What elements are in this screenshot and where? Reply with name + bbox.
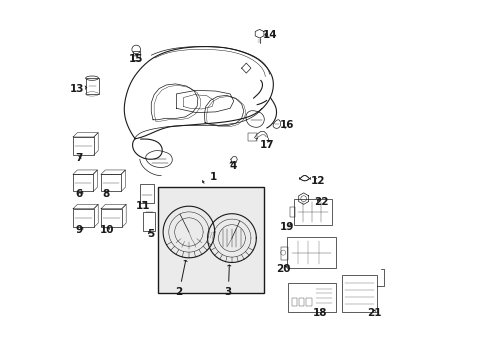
- Text: 2: 2: [175, 260, 187, 297]
- Text: 19: 19: [279, 222, 293, 231]
- Bar: [341, 275, 376, 312]
- Bar: [143, 212, 155, 231]
- Bar: [101, 174, 121, 192]
- Text: 11: 11: [136, 201, 150, 211]
- Text: 1: 1: [202, 172, 216, 183]
- Bar: [158, 187, 264, 293]
- Bar: [73, 174, 93, 192]
- Bar: [281, 247, 287, 260]
- Text: 14: 14: [263, 30, 277, 40]
- Bar: [289, 207, 294, 217]
- Text: 17: 17: [259, 140, 273, 150]
- Text: 6: 6: [75, 189, 82, 199]
- Text: 9: 9: [75, 225, 82, 235]
- Text: 4: 4: [229, 161, 236, 171]
- Text: 3: 3: [224, 265, 231, 297]
- Text: 10: 10: [100, 225, 115, 235]
- Bar: [298, 298, 304, 306]
- Bar: [140, 184, 154, 203]
- Text: 21: 21: [366, 309, 381, 318]
- Bar: [73, 209, 94, 227]
- Bar: [287, 283, 335, 312]
- Bar: [73, 137, 94, 155]
- Text: 13: 13: [69, 84, 86, 94]
- Bar: [286, 237, 336, 268]
- Bar: [132, 51, 140, 59]
- Text: 22: 22: [314, 197, 328, 207]
- Bar: [293, 199, 331, 225]
- Text: 12: 12: [310, 176, 325, 186]
- Text: 16: 16: [279, 121, 293, 130]
- Text: 8: 8: [102, 189, 110, 199]
- Text: 15: 15: [129, 54, 143, 64]
- Bar: [247, 134, 257, 141]
- Text: 5: 5: [146, 229, 154, 239]
- Bar: [101, 209, 122, 227]
- Bar: [85, 78, 99, 94]
- Text: 20: 20: [275, 264, 290, 274]
- Bar: [291, 298, 297, 306]
- Text: 18: 18: [313, 309, 327, 318]
- Text: 7: 7: [75, 153, 82, 163]
- Bar: [305, 298, 311, 306]
